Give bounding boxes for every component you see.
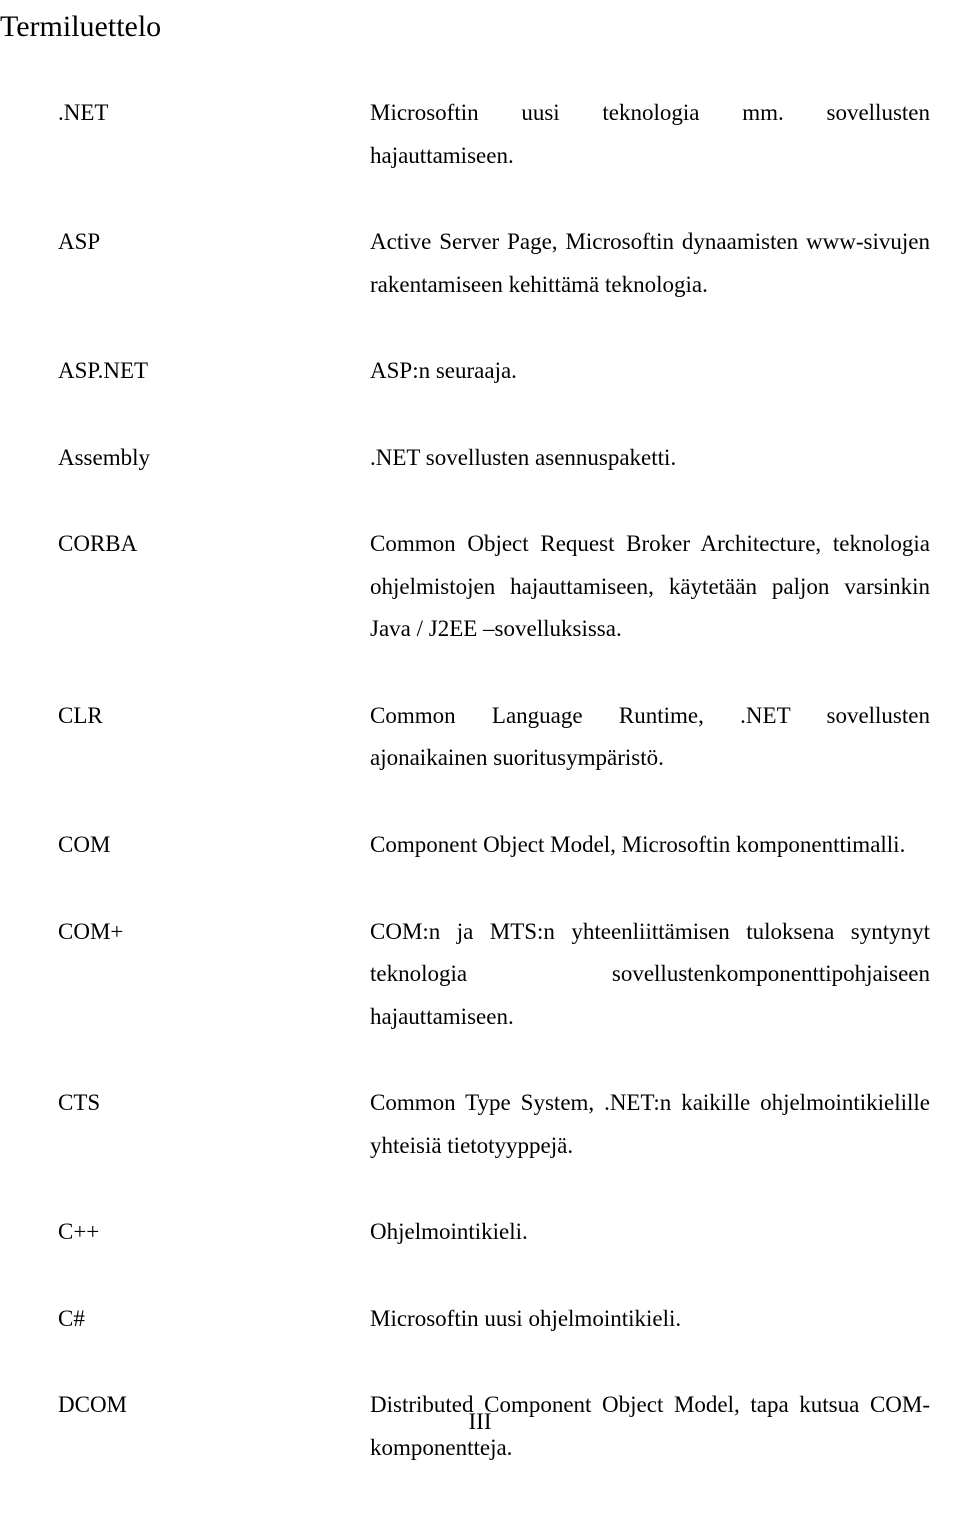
glossary-term: CLR [58,695,370,738]
glossary-definition: Microsoftin uusi teknologia mm. sovellus… [370,92,930,177]
glossary-definition: Common Language Runtime, .NET sovelluste… [370,695,930,780]
glossary-entry: COM Component Object Model, Microsoftin … [58,824,930,867]
glossary-entry: .NET Microsoftin uusi teknologia mm. sov… [58,92,930,177]
glossary-term: .NET [58,92,370,135]
glossary-definition: Component Object Model, Microsoftin komp… [370,824,930,867]
glossary-term: CORBA [58,523,370,566]
glossary-term: C++ [58,1211,370,1254]
glossary-term: Assembly [58,437,370,480]
glossary-entry: ASP.NET ASP:n seuraaja. [58,350,930,393]
glossary-entry: CLR Common Language Runtime, .NET sovell… [58,695,930,780]
page: Termiluettelo .NET Microsoftin uusi tekn… [0,0,960,1469]
glossary-definition: COM:n ja MTS:n yhteenliittämisen tulokse… [370,911,930,1039]
glossary-term: CTS [58,1082,370,1125]
glossary-term: C# [58,1298,370,1341]
page-title: Termiluettelo [0,10,930,44]
glossary-term: ASP.NET [58,350,370,393]
glossary-entries: .NET Microsoftin uusi teknologia mm. sov… [0,92,930,1469]
glossary-entry: ASP Active Server Page, Microsoftin dyna… [58,221,930,306]
glossary-term: COM+ [58,911,370,954]
glossary-entry: C++ Ohjelmointikieli. [58,1211,930,1254]
glossary-term: ASP [58,221,370,264]
glossary-entry: C# Microsoftin uusi ohjelmointikieli. [58,1298,930,1341]
glossary-definition: Ohjelmointikieli. [370,1211,930,1254]
glossary-definition: Common Object Request Broker Architectur… [370,523,930,651]
glossary-definition: Microsoftin uusi ohjelmointikieli. [370,1298,930,1341]
glossary-definition: Active Server Page, Microsoftin dynaamis… [370,221,930,306]
glossary-term: COM [58,824,370,867]
glossary-definition: ASP:n seuraaja. [370,350,930,393]
glossary-definition: .NET sovellusten asennuspaketti. [370,437,930,480]
page-number: III [0,1409,960,1435]
glossary-entry: CTS Common Type System, .NET:n kaikille … [58,1082,930,1167]
glossary-entry: Assembly .NET sovellusten asennuspaketti… [58,437,930,480]
glossary-entry: CORBA Common Object Request Broker Archi… [58,523,930,651]
glossary-definition: Common Type System, .NET:n kaikille ohje… [370,1082,930,1167]
glossary-entry: COM+ COM:n ja MTS:n yhteenliittämisen tu… [58,911,930,1039]
